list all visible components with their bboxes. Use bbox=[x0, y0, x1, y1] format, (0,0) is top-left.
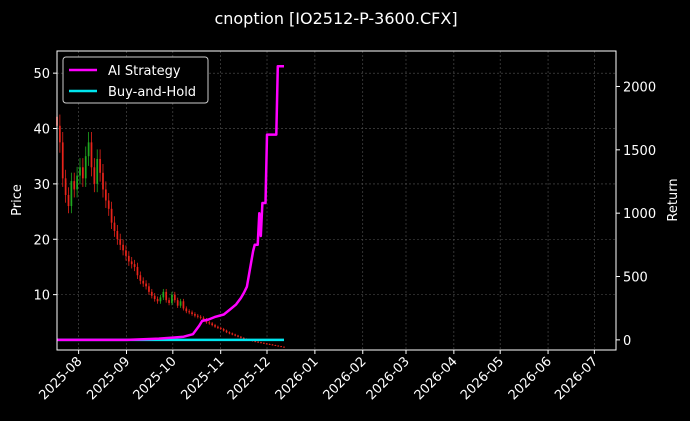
candle-body bbox=[188, 311, 191, 313]
candle-body bbox=[125, 250, 127, 256]
candle-body bbox=[133, 264, 136, 267]
candle-body bbox=[84, 156, 87, 179]
chart-title: cnoption [IO2512-P-3600.CFX] bbox=[214, 9, 457, 28]
candle-body bbox=[171, 294, 173, 303]
y-axis-left-label: Price bbox=[10, 184, 25, 216]
candle-body bbox=[274, 345, 277, 347]
legend-buyhold-label: Buy-and-Hold bbox=[108, 85, 196, 100]
candle-body bbox=[202, 317, 205, 320]
y-axis-left: 10 20 30 40 50 bbox=[33, 67, 57, 304]
candle-body bbox=[150, 291, 153, 296]
candle-body bbox=[113, 222, 116, 231]
y-left-tick-label: 40 bbox=[33, 123, 50, 138]
candle-body bbox=[228, 332, 231, 334]
candle-body bbox=[73, 181, 76, 190]
candle-body bbox=[70, 181, 73, 207]
legend-strategy-label: AI Strategy bbox=[108, 64, 181, 79]
candle-body bbox=[67, 194, 70, 207]
candle-body bbox=[168, 300, 170, 303]
candle-body bbox=[59, 125, 61, 143]
candle-body bbox=[254, 341, 257, 343]
return-lines bbox=[57, 64, 284, 342]
candle-body bbox=[199, 316, 202, 318]
candle-body bbox=[116, 230, 119, 240]
y-left-tick-label: 10 bbox=[33, 289, 50, 304]
candle-body bbox=[268, 343, 271, 345]
candle-body bbox=[87, 142, 90, 157]
candle-body bbox=[81, 167, 84, 179]
y-right-tick-label: 500 bbox=[623, 271, 648, 286]
candle-body bbox=[148, 286, 150, 292]
y-right-tick-label: 1500 bbox=[623, 144, 656, 159]
candle-body bbox=[142, 280, 145, 284]
y-left-tick-label: 50 bbox=[33, 67, 50, 82]
candle-body bbox=[122, 244, 124, 251]
candle-body bbox=[182, 301, 185, 309]
y-axis-right-label: Return bbox=[666, 178, 681, 221]
candle-body bbox=[110, 208, 113, 223]
candle-body bbox=[119, 239, 122, 245]
y-left-tick-label: 20 bbox=[33, 233, 50, 248]
candle-body bbox=[139, 275, 142, 281]
candle-body bbox=[93, 167, 96, 184]
candle-body bbox=[237, 335, 239, 337]
candle-body bbox=[231, 333, 234, 335]
candle-body bbox=[102, 172, 104, 190]
candle-body bbox=[61, 142, 64, 179]
candle-body bbox=[79, 167, 81, 176]
candle-body bbox=[283, 346, 285, 348]
candle-body bbox=[76, 175, 78, 190]
candle-body bbox=[165, 291, 168, 301]
candle-body bbox=[173, 294, 176, 301]
candle-body bbox=[176, 300, 179, 306]
candle-body bbox=[191, 312, 193, 315]
legend: AI Strategy Buy-and-Hold bbox=[62, 56, 209, 104]
y-axis-right: 0 500 1000 1500 2000 bbox=[616, 80, 656, 349]
candle-body bbox=[280, 346, 282, 348]
candle-body bbox=[225, 330, 228, 333]
candle-body bbox=[194, 314, 196, 316]
candle-body bbox=[240, 336, 242, 338]
candle-body bbox=[99, 158, 101, 173]
candle-body bbox=[64, 178, 67, 195]
candle-body bbox=[217, 326, 219, 328]
candle-body bbox=[211, 323, 214, 326]
candle-body bbox=[271, 344, 274, 346]
candle-body bbox=[159, 297, 162, 302]
candle-body bbox=[145, 283, 147, 287]
candle-body bbox=[265, 343, 268, 345]
candle-body bbox=[242, 337, 245, 339]
candle-body bbox=[263, 342, 265, 344]
candle-body bbox=[222, 328, 225, 331]
candle-body bbox=[130, 261, 133, 265]
candle-body bbox=[104, 189, 107, 201]
plot-frame bbox=[56, 50, 617, 351]
candle-body bbox=[260, 342, 262, 344]
candle-body bbox=[234, 334, 237, 336]
y-right-tick-label: 2000 bbox=[623, 80, 656, 95]
candle-body bbox=[107, 200, 110, 209]
candle-body bbox=[153, 295, 156, 300]
candle-body bbox=[208, 322, 211, 324]
candle-body bbox=[127, 255, 130, 262]
candle-body bbox=[136, 266, 139, 276]
legend-box bbox=[62, 56, 209, 104]
candle-body bbox=[162, 291, 165, 298]
candle-body bbox=[219, 327, 222, 329]
candle-body bbox=[196, 315, 199, 317]
candle-body bbox=[179, 301, 182, 306]
series-line-ai-strategy bbox=[57, 64, 284, 342]
y-left-tick-label: 30 bbox=[33, 178, 50, 193]
y-right-tick-label: 0 bbox=[623, 334, 631, 349]
y-right-tick-label: 1000 bbox=[623, 207, 656, 222]
candle-body bbox=[185, 308, 188, 312]
price-candles bbox=[56, 105, 285, 348]
candle-body bbox=[156, 299, 159, 302]
candle-body bbox=[214, 325, 216, 327]
candle-body bbox=[277, 345, 280, 347]
candle-body bbox=[96, 158, 99, 184]
candle-body bbox=[90, 142, 93, 168]
candle-body bbox=[257, 341, 259, 343]
